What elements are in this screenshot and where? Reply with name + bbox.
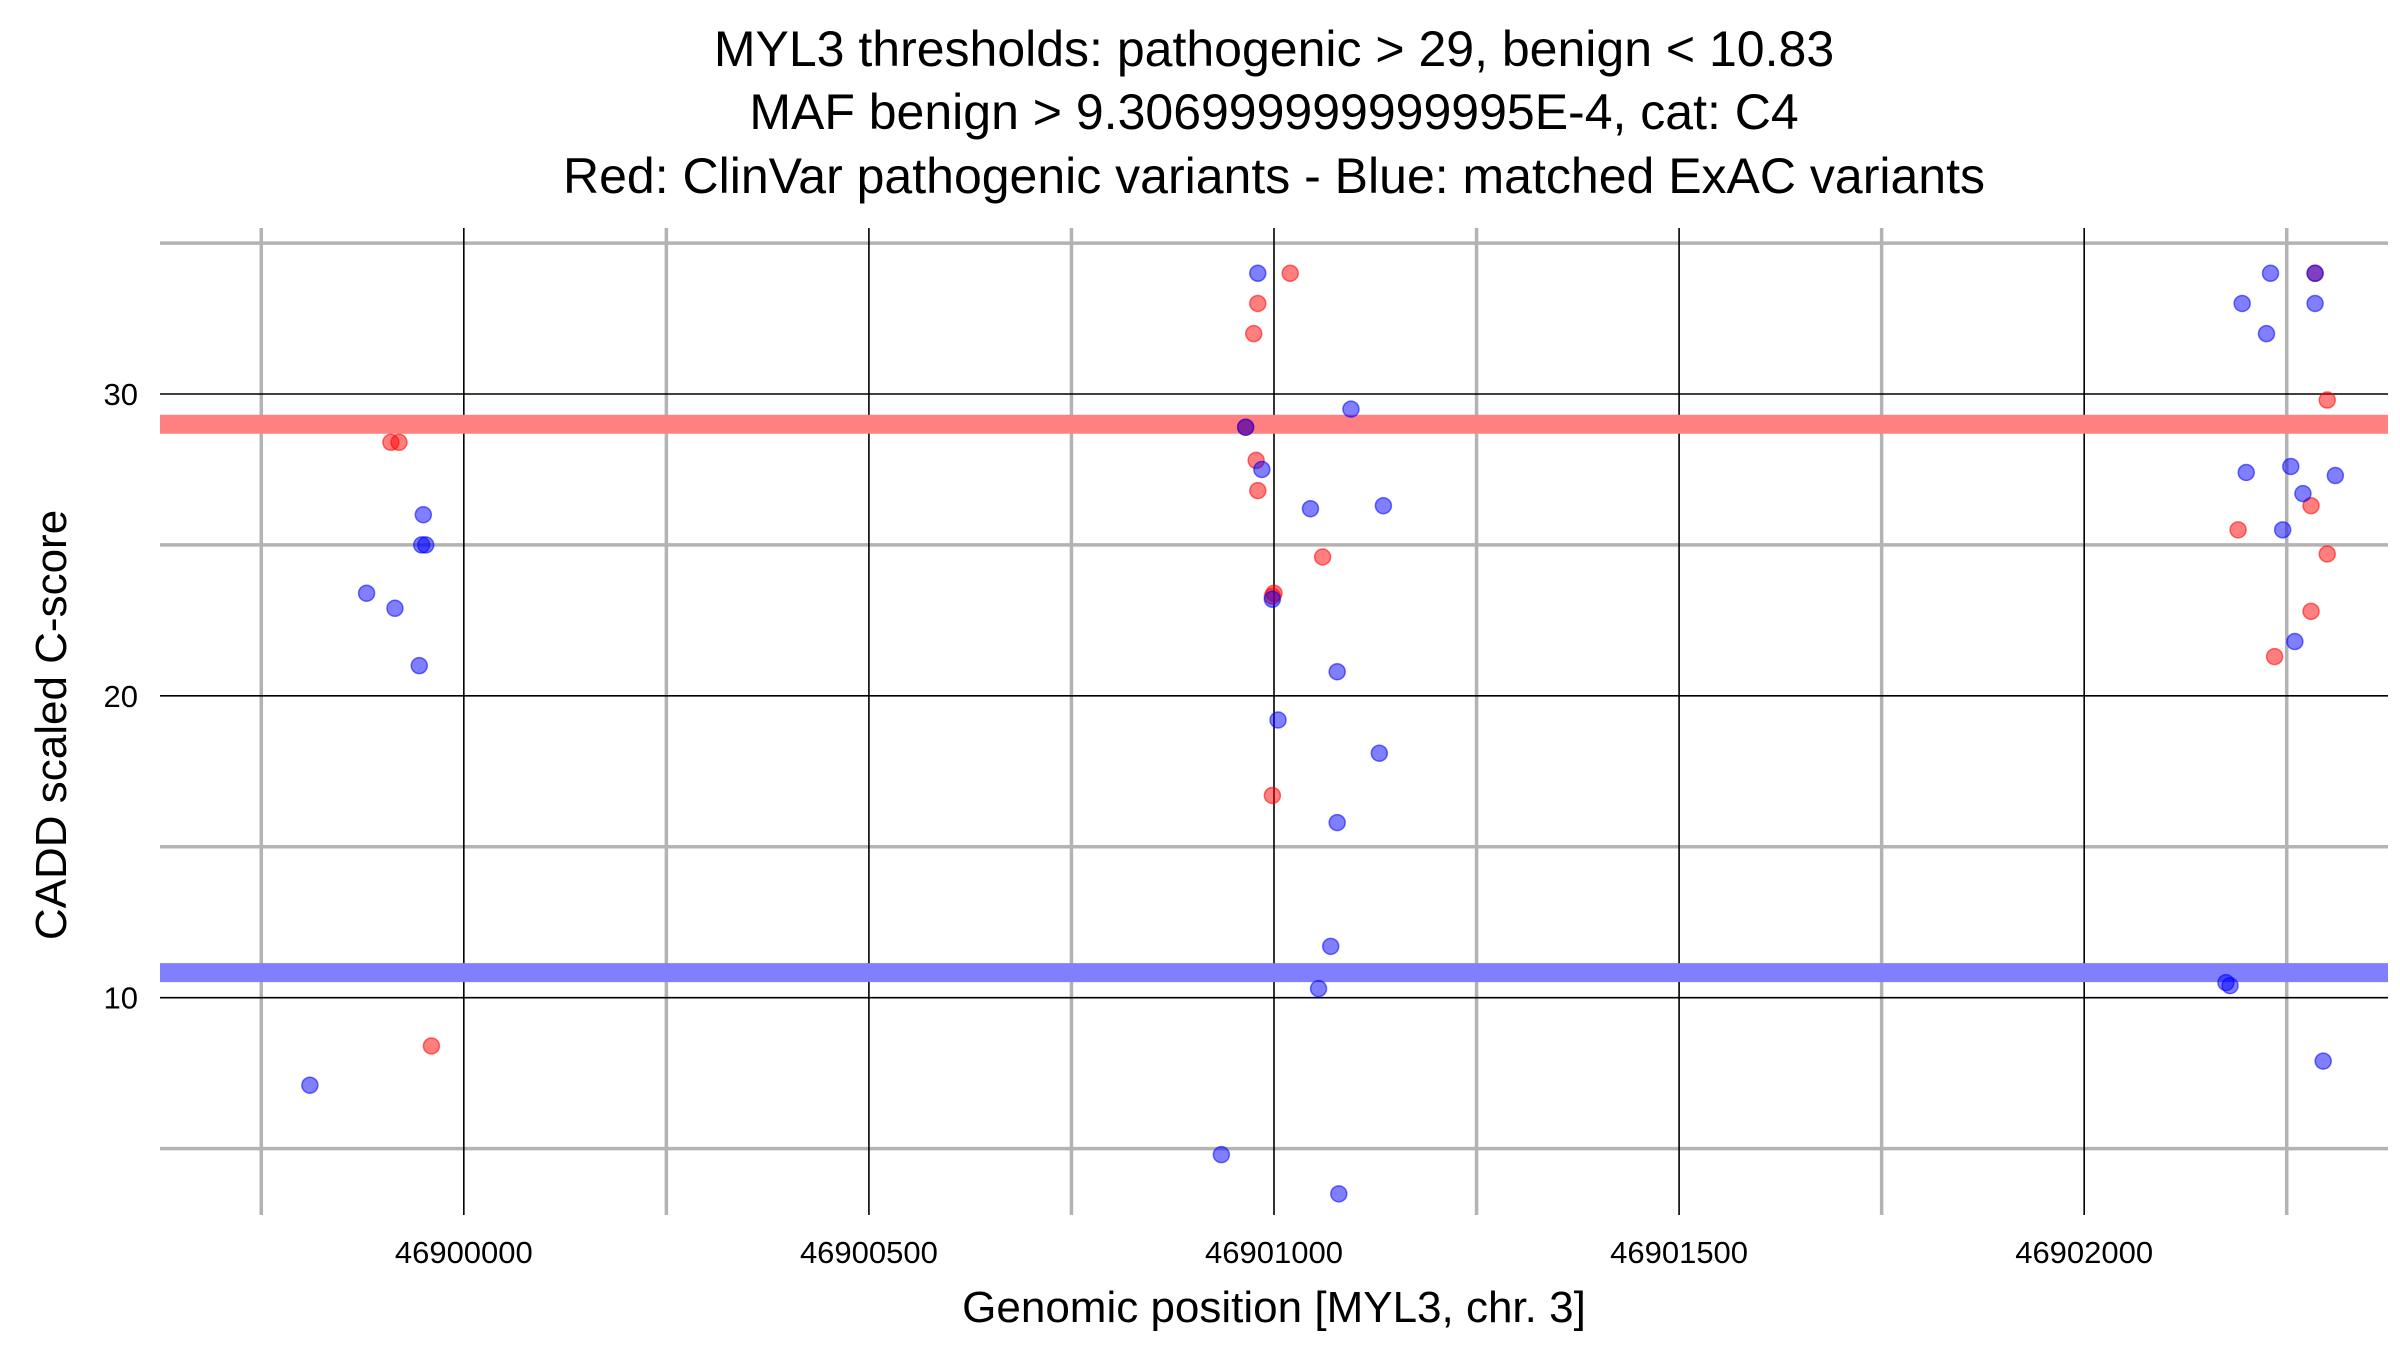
clinvar-point [2318, 391, 2336, 409]
x-axis-title: Genomic position [MYL3, chr. 3] [962, 1283, 1586, 1332]
clinvar-point [2302, 602, 2320, 621]
exac-point [357, 584, 376, 602]
x-tick-label: 46901500 [1610, 1235, 1748, 1270]
clinvar-point [1249, 481, 1267, 500]
exac-point [2273, 521, 2292, 539]
exac-point [1253, 460, 1271, 479]
exac-point [1342, 400, 1360, 418]
exac-point [2257, 324, 2276, 343]
exac-point [1269, 711, 1287, 729]
x-tick-label: 46900500 [800, 1235, 938, 1270]
exac-point [1263, 590, 1282, 609]
exac-point [410, 656, 429, 675]
exac-point [1328, 662, 1346, 681]
title-line-3: Red: ClinVar pathogenic variants - Blue:… [563, 148, 1985, 204]
exac-point [2294, 484, 2312, 503]
exac-point [2233, 294, 2251, 313]
threshold-lines [160, 414, 2388, 983]
clinvar-point [2265, 647, 2284, 666]
clinvar-point [2229, 521, 2247, 539]
clinvar-point [2318, 545, 2336, 563]
y-tick-label: 10 [104, 981, 138, 1016]
title-line-2: MAF benign > 9.306999999999995E-4, cat: … [749, 84, 1798, 140]
tick-labels: 46900000 46900500 46901000 46901500 46902000… [104, 377, 2154, 1270]
clinvar-point [1249, 294, 1267, 313]
x-tick-label: 46900000 [395, 1235, 533, 1270]
exac-point [1328, 813, 1346, 832]
exac-point [2261, 264, 2280, 283]
clinvar-point [2302, 496, 2320, 515]
exac-point [1212, 1145, 1231, 1164]
data-points [301, 264, 2345, 1203]
exac-point [2237, 463, 2255, 482]
exac-point [1321, 937, 1340, 956]
y-tick-label: 20 [104, 679, 138, 714]
y-axis-title: CADD scaled C-score [27, 510, 76, 940]
exac-point [2221, 976, 2239, 995]
exac-point [2282, 457, 2300, 476]
clinvar-point [1263, 786, 1282, 805]
exac-point [301, 1076, 319, 1094]
chart-title: MYL3 thresholds: pathogenic > 29, benign… [563, 21, 1985, 204]
exac-point [416, 536, 435, 554]
x-tick-label: 46901000 [1205, 1235, 1343, 1270]
y-tick-label: 30 [104, 377, 138, 412]
exac-point [386, 599, 404, 618]
exac-point [1301, 499, 1320, 518]
exac-point [414, 505, 433, 524]
exac-point [2306, 294, 2324, 313]
clinvar-point [422, 1037, 441, 1055]
exac-point [2314, 1052, 2332, 1070]
title-line-1: MYL3 thresholds: pathogenic > 29, benign… [714, 21, 1834, 77]
exac-point [1370, 744, 1389, 762]
exac-point [2306, 264, 2324, 283]
clinvar-point [390, 433, 408, 452]
clinvar-point [1244, 324, 1263, 343]
exac-point [1236, 418, 1255, 436]
exac-point [2286, 632, 2304, 651]
clinvar-point [1313, 548, 1332, 566]
clinvar-point [1281, 264, 1299, 283]
exac-point [1309, 979, 1328, 998]
exac-point [1330, 1185, 1348, 1203]
exac-point [1374, 496, 1393, 515]
exac-point [2326, 466, 2345, 485]
exac-point [1249, 264, 1267, 283]
x-tick-label: 46902000 [2015, 1235, 2153, 1270]
